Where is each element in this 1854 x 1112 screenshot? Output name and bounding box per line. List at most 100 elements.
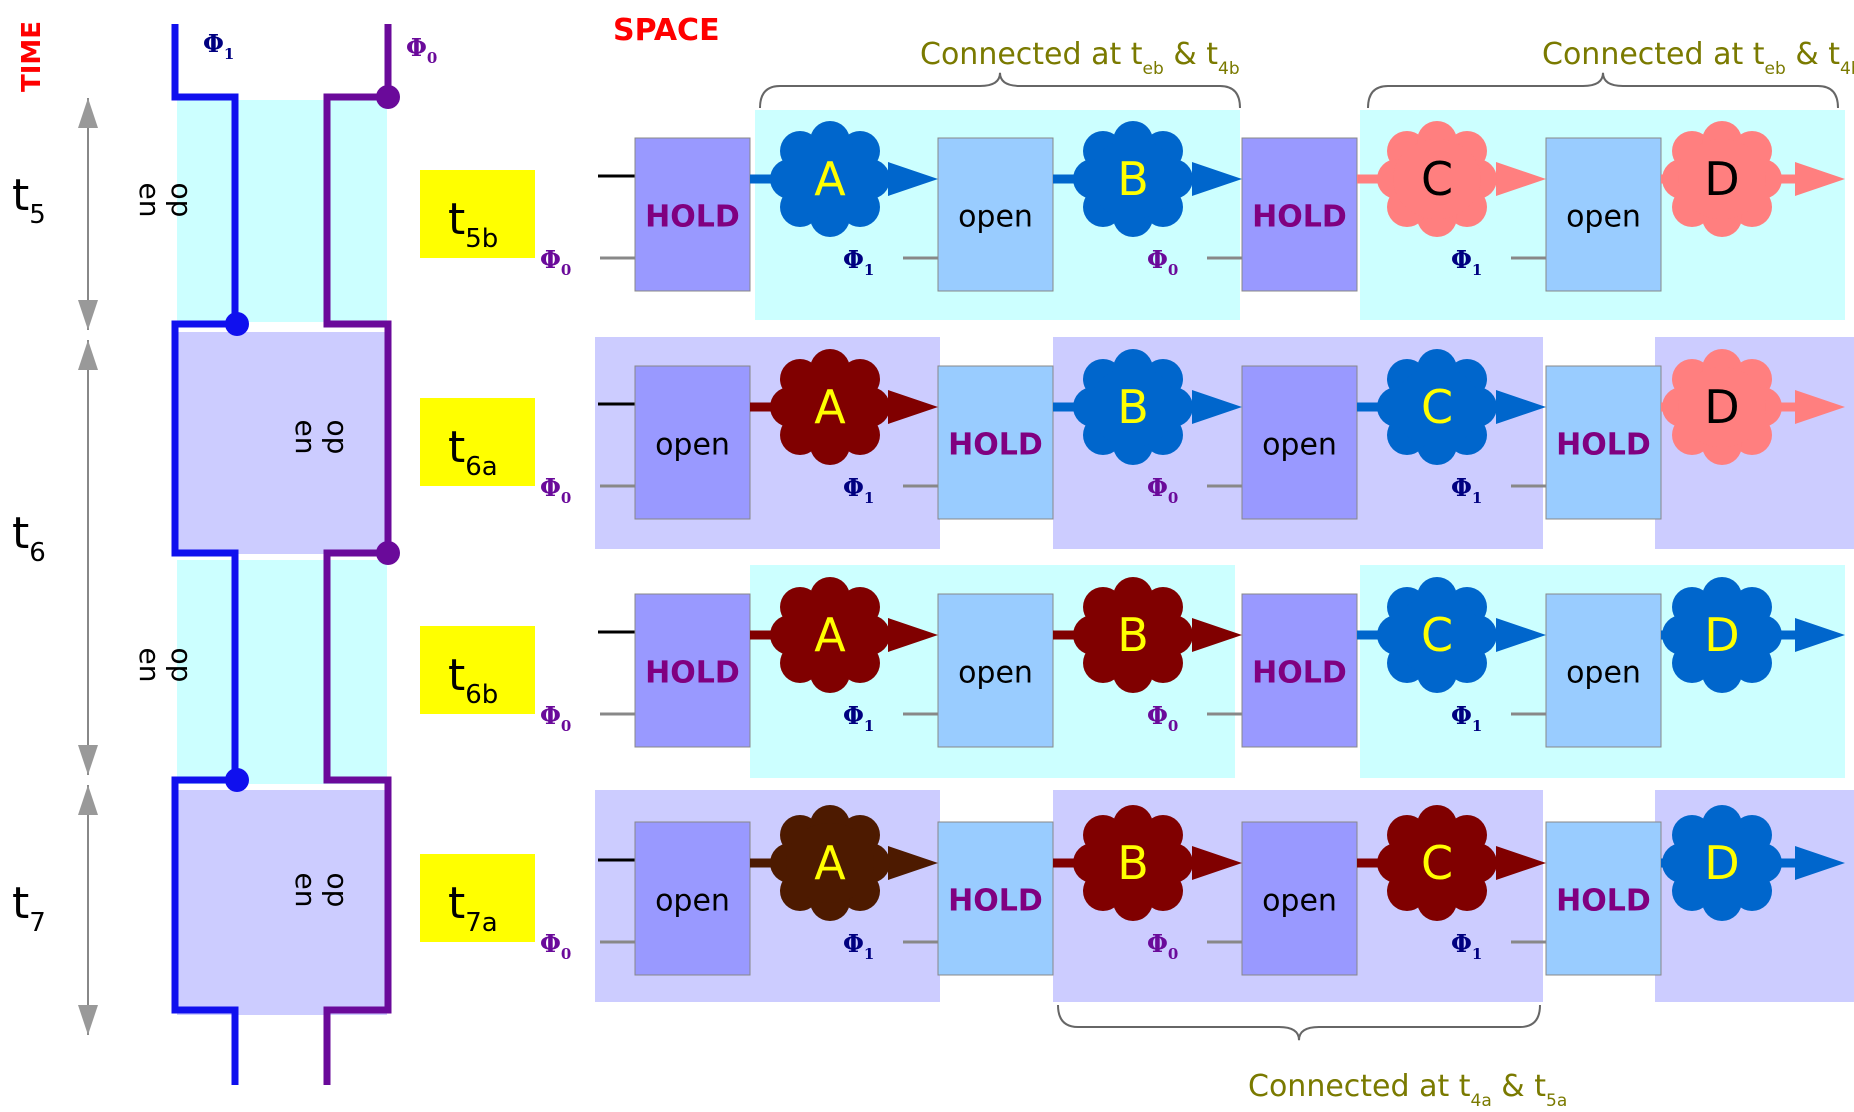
cloud-letter-4-2: B	[1117, 836, 1149, 890]
latch-label-1-4: open	[1566, 200, 1641, 235]
clock-label-4-2: Φ1	[843, 929, 874, 963]
clock-label-1-3-sub: 0	[1168, 261, 1178, 279]
time-tag-2	[420, 398, 535, 486]
timing-region-t7a	[177, 790, 387, 1015]
phi1-event-dot-2	[225, 768, 249, 792]
cloud-body	[1089, 367, 1177, 447]
brace-label-1: Connected at teb & t4b	[920, 37, 1240, 79]
clock-label-1-2-sub: 1	[864, 261, 874, 279]
logic-cloud-4-1: A	[770, 805, 890, 921]
clock-label-4-3: Φ0	[1147, 929, 1178, 963]
time-tag-label-4-sub: 7a	[465, 908, 497, 938]
clock-label-3-4-base: Φ	[1451, 701, 1472, 730]
latch-label-2-4: HOLD	[1556, 428, 1651, 463]
data-arrow-head-2-3	[1496, 390, 1546, 424]
clock-label-3-3-sub: 0	[1168, 717, 1178, 735]
clock-label-2-4-sub: 1	[1472, 489, 1482, 507]
clock-label-3-2-base: Φ	[843, 701, 864, 730]
clock-label-4-3-sub: 0	[1168, 945, 1178, 963]
open-label-phi0-t6-line1: op	[321, 420, 354, 455]
latch-label-4-4: HOLD	[1556, 884, 1651, 919]
logic-cloud-3-1: A	[770, 577, 890, 693]
latch-label-2-1: open	[655, 428, 730, 463]
open-label-phi0-t7-line2: en	[289, 873, 322, 908]
clock-label-3-1-base: Φ	[540, 701, 561, 730]
open-label-phi0-t7: open	[289, 873, 354, 908]
phi0-clock-wire	[323, 24, 392, 1085]
cloud-body	[1393, 595, 1481, 675]
cloud-body	[1089, 595, 1177, 675]
clock-label-1-1: Φ0	[540, 245, 571, 279]
clock-label-2-4-base: Φ	[1451, 473, 1472, 502]
clock-label-3-4-sub: 1	[1472, 717, 1482, 735]
latch-label-1-1: HOLD	[645, 200, 740, 235]
latch-box-2-1	[634, 365, 751, 520]
data-arrow-head-1-1	[888, 162, 938, 196]
time-period-label-2-sub: 6	[29, 538, 46, 568]
brace-label-sub1: 4a	[1471, 1091, 1492, 1111]
time-tag-label-1: t5b	[448, 194, 498, 254]
time-tag-label-4: t7a	[448, 878, 498, 938]
phi0-event-dot-2	[376, 541, 400, 565]
clock-label-3-3-base: Φ	[1147, 701, 1168, 730]
clock-label-2-3: Φ0	[1147, 473, 1178, 507]
time-tag-label-3: t6b	[448, 650, 498, 710]
cloud-body	[1393, 367, 1481, 447]
brace-label-2: Connected at teb & t4b	[1542, 37, 1854, 79]
data-arrow-head-1-3	[1496, 162, 1546, 196]
clock-label-3-2-sub: 1	[864, 717, 874, 735]
logic-cloud-1-4: D	[1662, 121, 1782, 237]
clock-label-4-3-base: Φ	[1147, 929, 1168, 958]
time-tag-label-2-sub: 6a	[465, 452, 497, 482]
logic-cloud-1-1: A	[770, 121, 890, 237]
clock-label-3-3: Φ0	[1147, 701, 1178, 735]
latch-label-4-1: open	[655, 884, 730, 919]
brace-label-sub2: 5a	[1546, 1091, 1567, 1111]
open-label-phi1-t5: open	[133, 183, 198, 218]
data-arrow-head-3-3	[1496, 618, 1546, 652]
clock-label-1-2-base: Φ	[843, 245, 864, 274]
open-label-phi1-t6-line2: en	[133, 648, 166, 683]
time-tag-label-1-sub: 5b	[465, 224, 498, 254]
clock-label-2-1-sub: 0	[561, 489, 571, 507]
latch-box-3-1	[634, 593, 751, 748]
cloud-letter-2-4: D	[1704, 380, 1739, 434]
clock-label-1-3: Φ0	[1147, 245, 1178, 279]
time-period-label-3-sub: 7	[29, 908, 46, 938]
phi0-label-sub: 0	[427, 49, 437, 67]
time-tag-label-2: t6a	[448, 422, 498, 482]
clock-label-2-3-sub: 0	[1168, 489, 1178, 507]
cloud-letter-4-3: C	[1421, 836, 1453, 890]
latch-box-1-1	[634, 137, 751, 292]
logic-cloud-1-2: B	[1073, 121, 1193, 237]
cloud-letter-2-1: A	[814, 380, 846, 434]
latch-box-2-2	[937, 365, 1054, 520]
data-arrow-head-4-1	[888, 846, 938, 880]
cloud-letter-3-2: B	[1117, 608, 1149, 662]
clock-label-3-2: Φ1	[843, 701, 874, 735]
brace-1	[759, 72, 1241, 109]
clock-label-4-1-sub: 0	[561, 945, 571, 963]
open-label-phi0-t7-line1: op	[321, 873, 354, 908]
timing-region-t6a	[177, 332, 387, 554]
cloud-letter-1-3: C	[1421, 152, 1453, 206]
brace-label-sub1: eb	[1765, 59, 1786, 79]
cloud-letter-1-2: B	[1117, 152, 1149, 206]
clock-label-1-4-sub: 1	[1472, 261, 1482, 279]
clock-label-3-1: Φ0	[540, 701, 571, 735]
data-arrow-head-1-2	[1192, 162, 1242, 196]
clock-label-1-1-sub: 0	[561, 261, 571, 279]
clock-label-2-1-base: Φ	[540, 473, 561, 502]
cloud-letter-3-4: D	[1704, 608, 1739, 662]
clock-label-2-4: Φ1	[1451, 473, 1482, 507]
logic-cloud-3-3: C	[1377, 577, 1497, 693]
time-tag-label-2-base: t	[448, 422, 465, 473]
phi1-label-base: Φ	[203, 29, 224, 58]
latch-box-4-3	[1241, 821, 1358, 976]
clock-label-2-2: Φ1	[843, 473, 874, 507]
brace-label-prefix: Connected at t	[920, 37, 1143, 72]
